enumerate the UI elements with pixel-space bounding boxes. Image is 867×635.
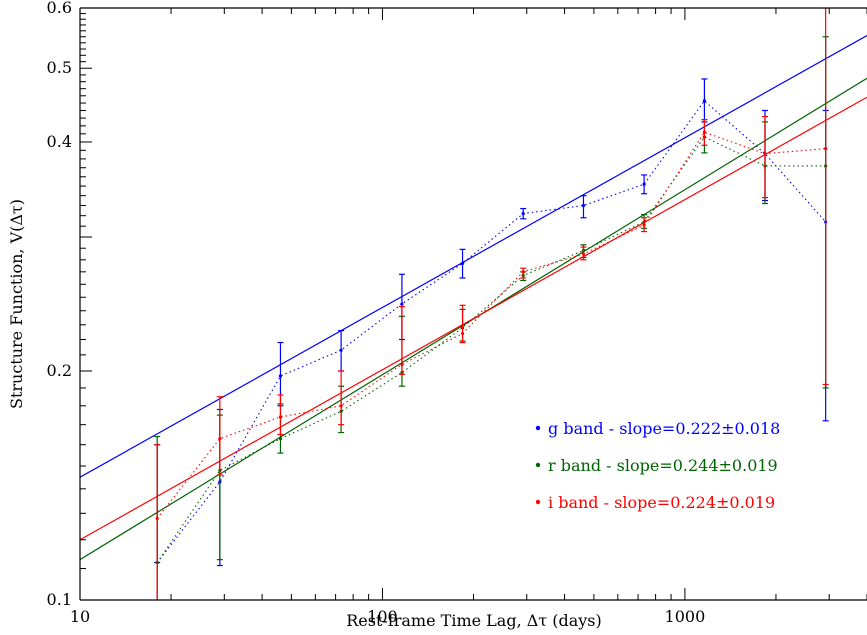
data-point [339,404,343,408]
data-point [400,302,404,306]
series-2 [80,8,867,600]
data-point [824,147,828,151]
y-tick-label: 0.1 [47,590,72,609]
data-point [521,270,525,274]
legend: g band - slope=0.222±0.018 r band - slope… [535,419,780,512]
data-point [218,436,222,441]
y-tick-label: 0.5 [47,58,72,77]
data-point [521,212,525,216]
legend-marker [535,462,541,468]
plot-area [80,8,867,600]
series-0 [80,35,867,567]
fit-line [80,96,867,541]
data-point [702,99,707,103]
data-point [763,152,767,156]
y-tick-label: 0.4 [47,132,72,151]
data-point [581,203,586,208]
data-point [642,182,646,186]
data-point [278,436,283,441]
data-point [155,516,159,521]
data-point [642,223,646,227]
data-point [278,374,283,378]
legend-marker [535,425,541,431]
y-tick-label: 0.6 [47,0,72,17]
data-point [400,362,404,367]
fit-line [80,35,867,478]
data-point [581,252,586,256]
x-tick-label: 10 [70,607,90,626]
legend-entry: r band - slope=0.244±0.019 [548,456,778,475]
axes: 10 100 1000 0.1 0.2 0.4 0.5 0.6 [47,0,867,626]
x-tick-label: 100 [367,607,398,626]
data-point [460,261,465,265]
y-tick-label: 0.2 [47,361,72,380]
legend-marker [535,499,541,505]
x-axis-label: Rest-frame Time Lag, Δτ (days) [346,611,602,630]
data-point [702,130,707,134]
legend-entry: i band - slope=0.224±0.019 [548,493,775,512]
data-line [156,131,826,519]
data-point [278,415,283,419]
legend-entry: g band - slope=0.222±0.018 [548,419,780,438]
x-tick-label: 1000 [665,607,706,626]
y-axis-label: Structure Function, V(Δτ) [7,199,26,409]
data-point [339,348,343,352]
data-point [460,331,465,336]
data-line [156,100,827,563]
